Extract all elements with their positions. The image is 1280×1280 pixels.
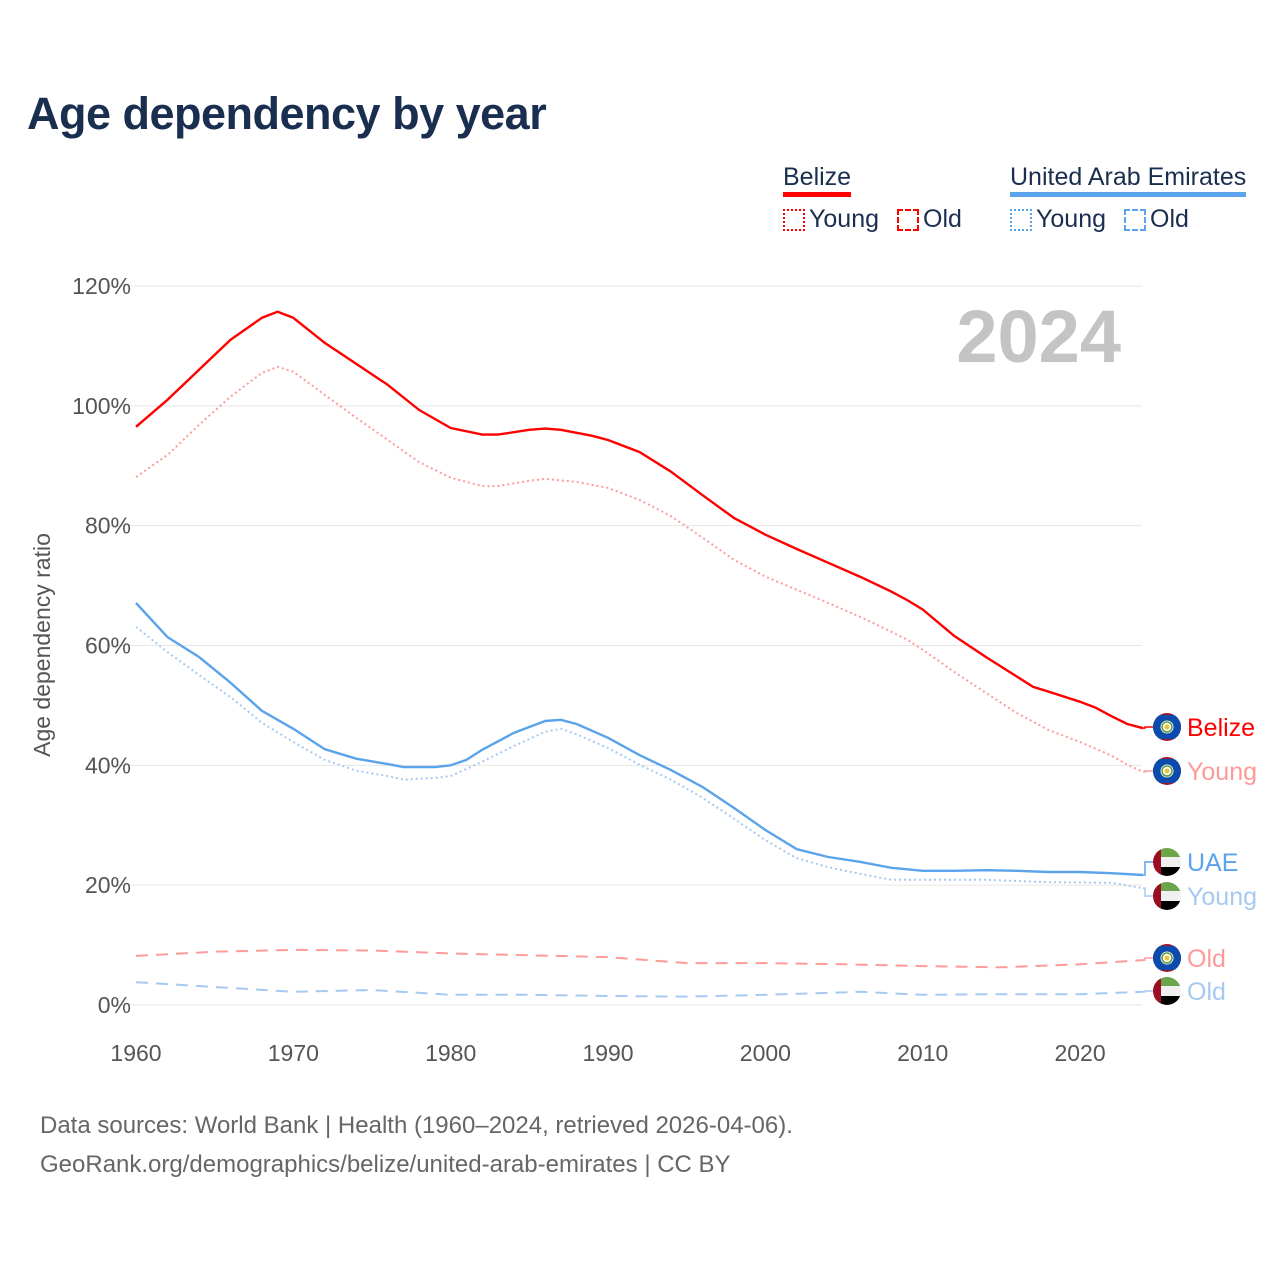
y-tick-label: 120% (72, 273, 131, 299)
flag-band (1153, 857, 1181, 867)
y-axis-label: Age dependency ratio (29, 533, 55, 757)
flag-band (1153, 882, 1181, 891)
y-tick-label: 80% (85, 513, 131, 539)
uae-flag-icon (1153, 882, 1181, 910)
flag-body (1153, 757, 1181, 785)
uae-flag-icon (1153, 977, 1181, 1005)
flag-emblem (1160, 720, 1174, 734)
flag-body (1153, 713, 1181, 741)
legend-belize-young[interactable]: Young (783, 205, 879, 234)
flag-band (1153, 867, 1181, 876)
chart-title: Age dependency by year (27, 88, 547, 139)
source-note: Data sources: World Bank | Health (1960–… (40, 1106, 793, 1184)
legend-uae-label: United Arab Emirates (1010, 162, 1247, 197)
flag-band (1153, 757, 1181, 785)
x-tick-label: 2000 (740, 1040, 791, 1066)
flag-band (1153, 713, 1181, 741)
legend-item-label: Young (809, 205, 879, 233)
flag-emblem (1161, 721, 1173, 733)
flag-band (1153, 848, 1161, 876)
series-end-label: Young (1187, 758, 1257, 786)
legend-belize-label: Belize (783, 162, 852, 197)
legend-item-label: Old (923, 205, 962, 233)
flag-band (1153, 901, 1181, 910)
series-line (135, 602, 1144, 877)
flag-band (1153, 891, 1181, 901)
y-tick-label: 40% (85, 752, 131, 778)
legend-uae-young[interactable]: Young (1010, 205, 1106, 234)
label-connector (1143, 726, 1155, 729)
flag-band (1153, 848, 1181, 857)
dotted-swatch-icon (1010, 208, 1032, 231)
series-line (135, 981, 1144, 998)
dashed-swatch-icon (1124, 208, 1146, 231)
legend-uae-old[interactable]: Old (1124, 205, 1189, 234)
belize-flag-icon (1153, 757, 1181, 785)
flag-emblem (1164, 955, 1170, 961)
flag-body (1153, 848, 1181, 876)
flag-band (1153, 977, 1181, 986)
y-tick-label: 100% (72, 393, 131, 419)
label-connector (1143, 990, 1155, 993)
series-end-label: UAE (1187, 849, 1238, 877)
series-end-label: Belize (1187, 714, 1255, 742)
flag-band (1153, 944, 1181, 972)
y-tick-label: 20% (85, 872, 131, 898)
label-connector (1143, 957, 1155, 961)
series-end-label: Old (1187, 978, 1226, 1006)
flag-band (1153, 986, 1181, 996)
y-tick-label: 60% (85, 633, 131, 659)
series-line (135, 948, 1144, 969)
label-connector (1143, 861, 1155, 876)
flag-band (1153, 946, 1181, 970)
x-tick-label: 1990 (582, 1040, 633, 1066)
source-line-2[interactable]: GeoRank.org/demographics/belize/united-a… (40, 1151, 731, 1178)
label-connector (1143, 887, 1155, 897)
source-line-1: Data sources: World Bank | Health (1960–… (40, 1112, 793, 1139)
flag-band (1153, 996, 1181, 1005)
flag-emblem (1164, 768, 1170, 774)
x-tick-label: 1960 (110, 1040, 161, 1066)
flag-body (1153, 882, 1181, 910)
flag-body (1153, 944, 1181, 972)
flag-emblem (1160, 951, 1174, 965)
legend-item-label: Old (1150, 205, 1189, 233)
flag-band (1153, 882, 1161, 910)
year-watermark: 2024 (956, 295, 1121, 378)
series-end-label: Young (1187, 883, 1257, 911)
belize-flag-icon (1153, 944, 1181, 972)
x-tick-label: 1980 (425, 1040, 476, 1066)
x-tick-label: 2020 (1054, 1040, 1105, 1066)
series-line (135, 310, 1144, 730)
x-tick-label: 1970 (268, 1040, 319, 1066)
flag-emblem (1164, 724, 1170, 730)
flag-band (1153, 977, 1161, 1005)
legend-uae[interactable]: United Arab Emirates Young Old (1010, 162, 1247, 234)
label-connector (1143, 770, 1155, 773)
legend-belize-old[interactable]: Old (897, 205, 962, 234)
x-tick-label: 2010 (897, 1040, 948, 1066)
flag-emblem (1160, 764, 1174, 778)
series-end-label: Old (1187, 945, 1226, 973)
dotted-swatch-icon (783, 208, 805, 231)
flag-band (1153, 759, 1181, 783)
flag-body (1153, 977, 1181, 1005)
uae-flag-icon (1153, 848, 1181, 876)
y-tick-label: 0% (98, 992, 131, 1018)
dashed-swatch-icon (897, 208, 919, 231)
series-line (135, 365, 1144, 773)
flag-emblem (1161, 765, 1173, 777)
flag-emblem (1161, 952, 1173, 964)
series-line (135, 626, 1144, 890)
flag-band (1153, 715, 1181, 739)
legend-belize[interactable]: Belize Young Old (783, 162, 962, 234)
legend-item-label: Young (1036, 205, 1106, 233)
belize-flag-icon (1153, 713, 1181, 741)
